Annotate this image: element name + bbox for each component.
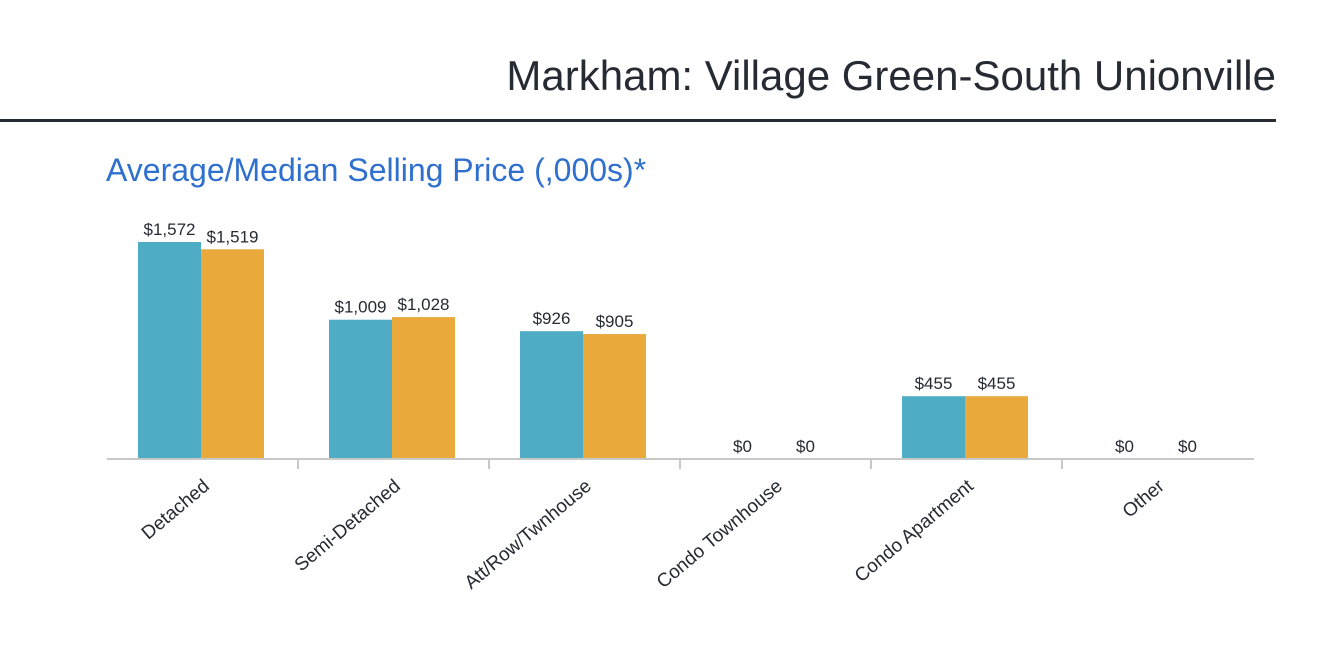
bar-median bbox=[392, 317, 455, 459]
category-label: Other bbox=[1119, 475, 1169, 522]
value-labels-group: $1,572 $1,519 $1,009 $1,028 $926 $905 $0 $0 $455… bbox=[144, 220, 1197, 456]
data-label: $1,572 bbox=[144, 220, 196, 239]
data-label: $0 bbox=[796, 437, 815, 456]
category-label: Condo Apartment bbox=[851, 475, 978, 587]
x-axis bbox=[107, 458, 1254, 469]
category-labels-group: Detached Semi-Detached Att/Row/Twnhouse Con… bbox=[138, 475, 1169, 593]
bars-group bbox=[138, 242, 1028, 459]
bar-average bbox=[329, 319, 392, 459]
category-label: Condo Townhouse bbox=[653, 476, 787, 593]
bar-median bbox=[965, 396, 1028, 459]
data-label: $1,519 bbox=[207, 227, 259, 246]
chart-title: Average/Median Selling Price (,000s)* bbox=[106, 152, 647, 188]
data-label: $926 bbox=[533, 309, 571, 328]
page-title: Markham: Village Green-South Unionville bbox=[506, 52, 1276, 99]
data-label: $1,028 bbox=[398, 295, 450, 314]
category-label: Att/Row/Twnhouse bbox=[461, 476, 596, 594]
category-label: Semi-Detached bbox=[291, 476, 405, 576]
category-label: Detached bbox=[138, 476, 214, 544]
data-label: $0 bbox=[1178, 437, 1197, 456]
data-label: $455 bbox=[915, 374, 953, 393]
bar-average bbox=[138, 242, 201, 459]
bar-average bbox=[520, 331, 583, 459]
bar-median bbox=[583, 334, 646, 459]
bar-median bbox=[201, 249, 264, 459]
data-label: $455 bbox=[978, 374, 1016, 393]
title-divider bbox=[0, 119, 1276, 122]
data-label: $1,009 bbox=[335, 298, 387, 317]
bar-average bbox=[902, 396, 965, 459]
data-label: $905 bbox=[596, 312, 634, 331]
data-label: $0 bbox=[733, 437, 752, 456]
data-label: $0 bbox=[1115, 437, 1134, 456]
